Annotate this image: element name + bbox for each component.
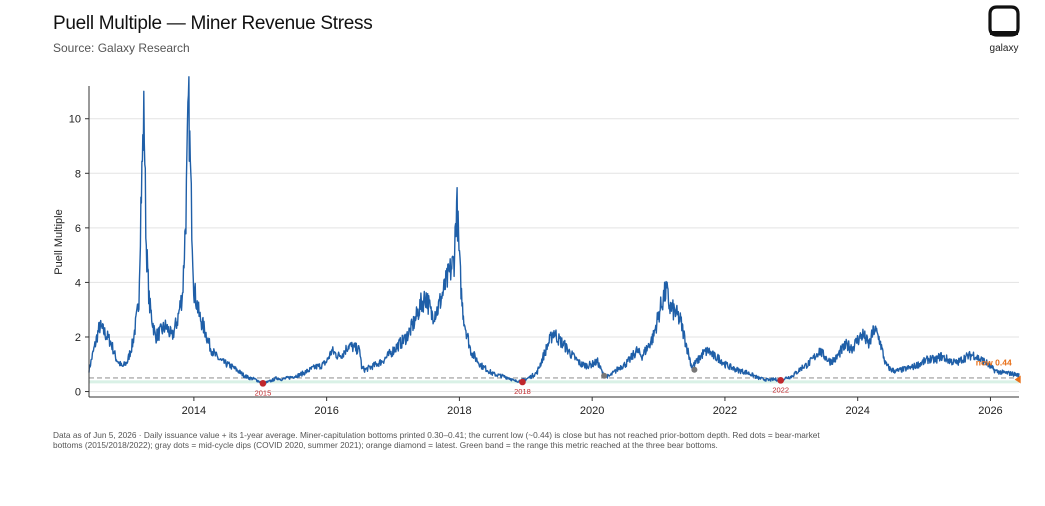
x-tick-label: 2026 (978, 405, 1002, 417)
y-tick-label: 4 (75, 277, 81, 289)
x-tick-label: 2024 (845, 405, 869, 417)
page-subtitle: Source: Galaxy Research (53, 41, 190, 55)
mid-cycle-dot (691, 366, 698, 373)
y-axis-ticks: 0 2 4 6 8 10 (69, 114, 89, 399)
bear-bottom-dot (259, 380, 267, 387)
logo-text: galaxy (989, 43, 1019, 54)
bear-bottom-dot (519, 378, 526, 386)
latest-diamond (1014, 375, 1021, 384)
latest-label: now 0.44 (976, 358, 1012, 368)
page-title: Puell Multiple — Miner Revenue Stress (53, 13, 373, 34)
y-tick-label: 2 (75, 332, 81, 344)
galaxy-logo-icon (988, 5, 1020, 37)
x-tick-label: 2014 (182, 405, 206, 417)
x-axis-ticks: 2014 2016 2018 2020 2022 2024 2026 (182, 397, 1003, 417)
y-tick-label: 6 (75, 223, 81, 235)
y-axis-label: Puell Multiple (53, 209, 65, 274)
y-tick-label: 0 (75, 387, 81, 399)
y-tick-label: 8 (75, 168, 81, 180)
x-tick-label: 2018 (447, 405, 471, 417)
marker-layer: 2015 2018 2022 now 0.44 (255, 358, 1021, 397)
bear-bottom-label: 2022 (772, 385, 789, 394)
puell-series-line (88, 76, 1020, 385)
x-tick-label: 2022 (713, 405, 737, 417)
mid-cycle-dot (601, 372, 608, 379)
footnote: Data as of Jun 5, 2026 · Daily issuance … (53, 430, 820, 450)
bear-bottom-band (89, 380, 1019, 384)
bear-bottom-label: 2018 (514, 387, 531, 396)
bear-bottom-label: 2015 (255, 388, 272, 397)
y-tick-label: 10 (69, 114, 81, 126)
puell-chart: 2014 2016 2018 2020 2022 2024 2026 0 2 4 6 8 10 201… (53, 76, 1021, 417)
bear-bottom-dot (777, 377, 784, 384)
x-tick-label: 2020 (580, 405, 604, 417)
x-tick-label: 2016 (314, 405, 338, 417)
galaxy-logo: galaxy (984, 5, 1024, 54)
grid-lines (89, 118, 1019, 393)
